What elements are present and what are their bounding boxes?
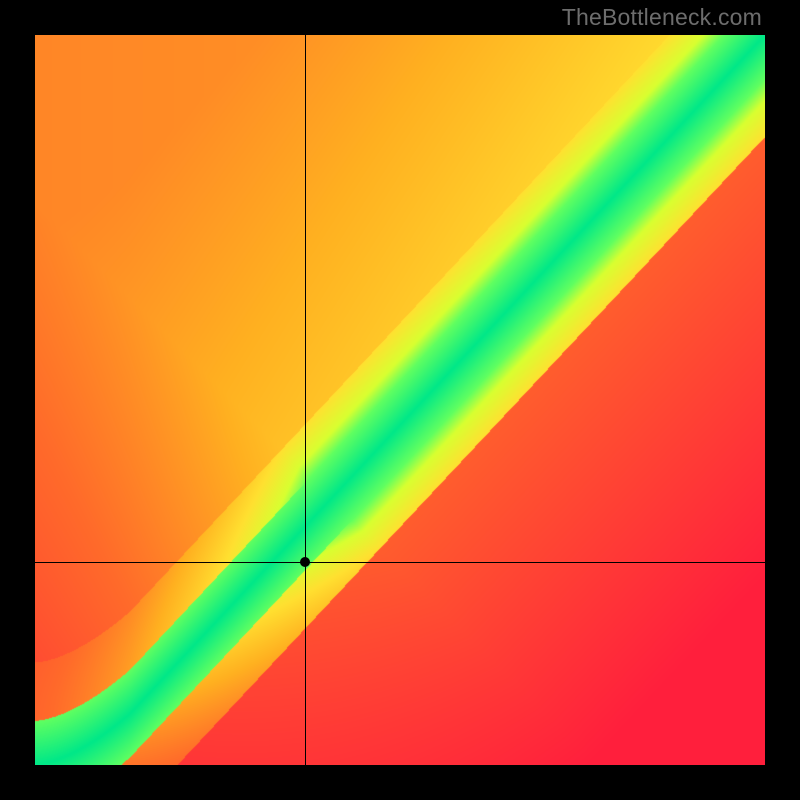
chart-frame: TheBottleneck.com	[0, 0, 800, 800]
crosshair-vertical	[305, 35, 306, 765]
watermark-text: TheBottleneck.com	[562, 4, 762, 31]
crosshair-horizontal	[35, 562, 765, 563]
plot-area	[35, 35, 765, 765]
heatmap-canvas	[35, 35, 765, 765]
data-point-marker	[300, 557, 310, 567]
